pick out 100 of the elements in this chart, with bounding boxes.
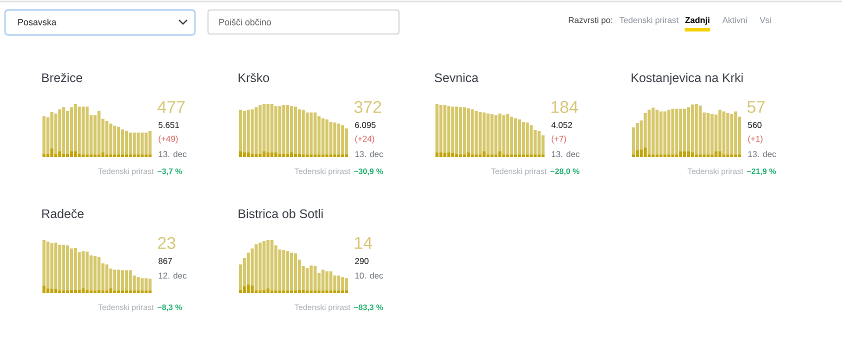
- bar: [121, 154, 124, 157]
- bar: [690, 104, 694, 152]
- bar: [538, 154, 541, 157]
- bar: [74, 248, 77, 290]
- bar: [278, 250, 282, 290]
- bar: [542, 154, 545, 157]
- bar: [694, 104, 698, 154]
- bar: [321, 154, 324, 157]
- text: Razvrsti po:: [568, 16, 612, 25]
- bar: [250, 286, 254, 293]
- bar: [246, 284, 250, 293]
- bar: [294, 290, 298, 293]
- bar: [345, 154, 348, 157]
- bar: [514, 118, 518, 154]
- bar: [490, 154, 494, 157]
- bar: [70, 107, 73, 152]
- bar: [250, 109, 254, 154]
- bar: [714, 151, 718, 157]
- bar: [726, 113, 730, 154]
- bar: [298, 109, 301, 154]
- bar: [105, 290, 108, 293]
- bar: [522, 154, 525, 157]
- bar: [321, 290, 324, 293]
- bar: [667, 154, 670, 157]
- text: 560: [748, 122, 762, 128]
- bar: [278, 154, 282, 157]
- bar: [86, 252, 89, 290]
- bar: [333, 154, 336, 157]
- bar: [54, 114, 58, 154]
- bar: [314, 112, 317, 154]
- bar: [238, 151, 242, 157]
- bar: [109, 154, 112, 157]
- bar: [722, 111, 726, 154]
- bar: [325, 271, 328, 290]
- bar: [530, 125, 533, 154]
- bar: [78, 290, 81, 293]
- bar: [314, 266, 317, 290]
- chart-title: Bistrica ob Sotli: [238, 208, 323, 218]
- bar: [538, 131, 541, 154]
- bar: [636, 150, 639, 157]
- bar: [675, 154, 678, 157]
- bar: [318, 154, 321, 157]
- bar: [58, 151, 62, 157]
- bar: [443, 105, 446, 153]
- bar: [435, 152, 439, 157]
- text: 23: [158, 237, 176, 249]
- bar: [113, 126, 116, 154]
- bar: [117, 154, 120, 157]
- bar: [679, 151, 682, 157]
- bar: [109, 124, 112, 154]
- bar: [101, 290, 104, 293]
- bar: [258, 154, 262, 157]
- bar: [659, 111, 663, 154]
- bar: [534, 154, 537, 157]
- bar: [294, 154, 298, 157]
- bar: [466, 152, 470, 157]
- bar: [734, 154, 738, 157]
- bar: [246, 110, 250, 152]
- bar: [62, 107, 66, 154]
- bar: [679, 108, 682, 152]
- bar: [726, 154, 730, 157]
- bar: [722, 154, 726, 157]
- bar: [310, 112, 313, 154]
- bar: [648, 110, 651, 154]
- bar: [730, 114, 734, 154]
- bar: [470, 154, 474, 157]
- bar: [510, 116, 514, 154]
- bar: [659, 154, 663, 157]
- bar: [97, 154, 100, 157]
- bar: [286, 154, 290, 157]
- bar: [706, 113, 710, 154]
- bar: [266, 240, 270, 288]
- bar: [66, 290, 70, 293]
- bar: [74, 290, 77, 293]
- bar: [644, 147, 647, 157]
- bar: [46, 288, 50, 293]
- bar: [266, 152, 270, 157]
- bar: [144, 290, 148, 293]
- bar: [262, 241, 266, 290]
- bar: [124, 131, 128, 154]
- bar: [140, 278, 144, 290]
- bar: [341, 290, 344, 293]
- bar: [97, 110, 100, 154]
- bar: [242, 286, 246, 293]
- text: 477: [158, 101, 185, 113]
- bar: [530, 154, 533, 157]
- bar: [94, 290, 97, 293]
- bar: [274, 290, 278, 293]
- bar: [329, 290, 332, 293]
- bar: [675, 108, 678, 154]
- bar: [254, 154, 258, 157]
- bar: [321, 270, 324, 290]
- bar: [124, 154, 128, 157]
- bar: [333, 122, 336, 154]
- bar: [86, 154, 89, 157]
- bar: [298, 290, 301, 293]
- bar: [140, 154, 144, 157]
- bar: [683, 151, 686, 157]
- bar: [306, 268, 309, 290]
- bar: [148, 154, 152, 157]
